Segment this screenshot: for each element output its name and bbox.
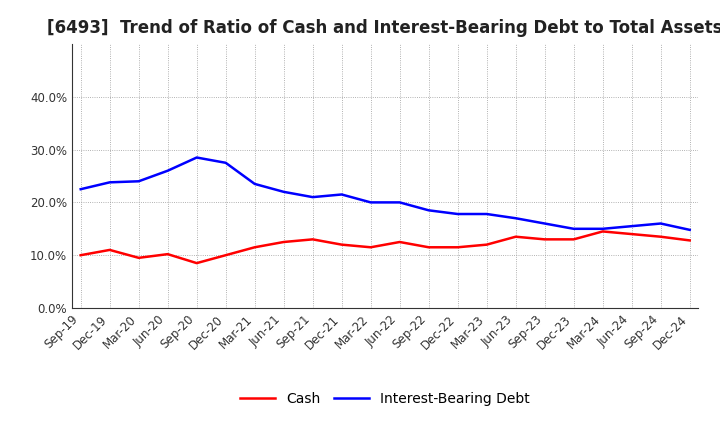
Cash (338, 242, 346, 247)
Interest-Bearing Debt (657, 221, 665, 226)
Interest-Bearing Debt (251, 181, 259, 187)
Cash (627, 231, 636, 237)
Interest-Bearing Debt (105, 180, 114, 185)
Interest-Bearing Debt (482, 211, 491, 216)
Cash (511, 234, 520, 239)
Cash (76, 253, 85, 258)
Interest-Bearing Debt (511, 216, 520, 221)
Interest-Bearing Debt (338, 192, 346, 197)
Interest-Bearing Debt (424, 208, 433, 213)
Cash (163, 252, 172, 257)
Line: Interest-Bearing Debt: Interest-Bearing Debt (81, 158, 690, 230)
Cash (251, 245, 259, 250)
Cash (105, 247, 114, 253)
Cash (366, 245, 375, 250)
Cash (685, 238, 694, 243)
Interest-Bearing Debt (541, 221, 549, 226)
Interest-Bearing Debt (192, 155, 201, 160)
Cash (482, 242, 491, 247)
Line: Cash: Cash (81, 231, 690, 263)
Legend: Cash, Interest-Bearing Debt: Cash, Interest-Bearing Debt (235, 387, 536, 412)
Cash (424, 245, 433, 250)
Cash (308, 237, 317, 242)
Interest-Bearing Debt (76, 187, 85, 192)
Interest-Bearing Debt (135, 179, 143, 184)
Interest-Bearing Debt (221, 160, 230, 165)
Interest-Bearing Debt (163, 168, 172, 173)
Cash (454, 245, 462, 250)
Interest-Bearing Debt (308, 194, 317, 200)
Interest-Bearing Debt (598, 226, 607, 231)
Interest-Bearing Debt (395, 200, 404, 205)
Interest-Bearing Debt (366, 200, 375, 205)
Title: [6493]  Trend of Ratio of Cash and Interest-Bearing Debt to Total Assets: [6493] Trend of Ratio of Cash and Intere… (48, 19, 720, 37)
Cash (221, 253, 230, 258)
Cash (598, 229, 607, 234)
Interest-Bearing Debt (454, 211, 462, 216)
Cash (657, 234, 665, 239)
Cash (279, 239, 288, 245)
Interest-Bearing Debt (570, 226, 578, 231)
Interest-Bearing Debt (279, 189, 288, 194)
Cash (395, 239, 404, 245)
Cash (541, 237, 549, 242)
Cash (192, 260, 201, 266)
Interest-Bearing Debt (627, 224, 636, 229)
Cash (135, 255, 143, 260)
Cash (570, 237, 578, 242)
Interest-Bearing Debt (685, 227, 694, 232)
